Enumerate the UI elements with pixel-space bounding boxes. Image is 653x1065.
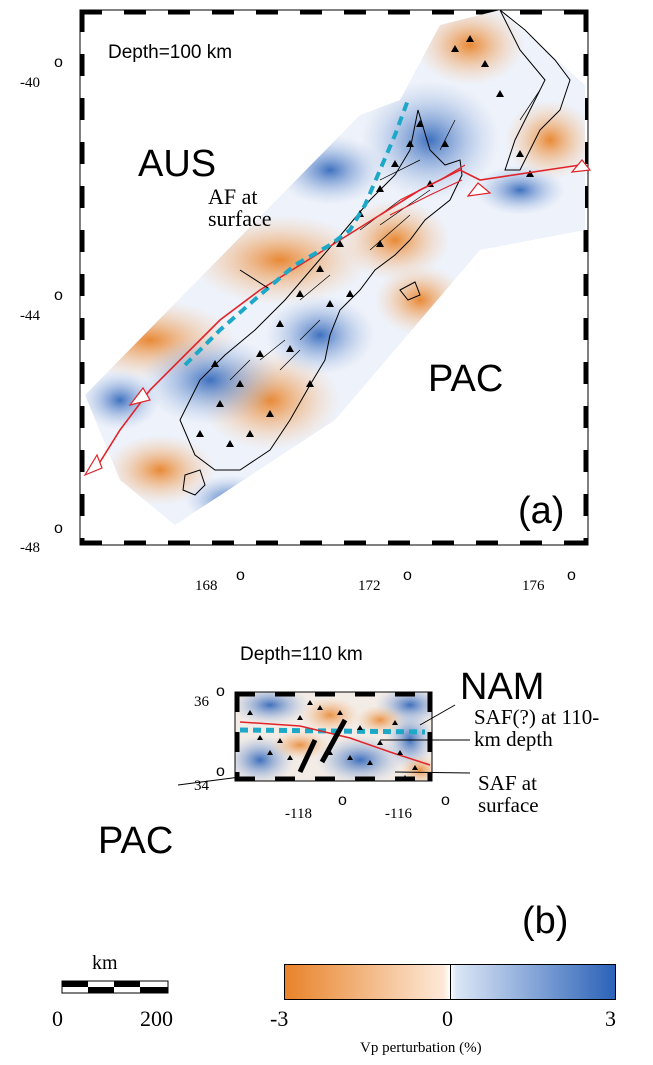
slab-depth-contour — [183, 99, 410, 367]
south-island-coast — [179, 109, 463, 471]
colorbar-title: Vp perturbation (%) — [360, 1040, 482, 1056]
svg-text:o: o — [236, 567, 245, 584]
panel-a-depth-label: Depth=100 km — [108, 42, 233, 63]
panel-b-frame-ticks — [234, 691, 433, 782]
panel-a-plate-aus: AUS — [138, 143, 217, 185]
svg-text:o: o — [54, 54, 63, 71]
svg-text:o: o — [54, 520, 63, 537]
svg-text:o: o — [216, 683, 225, 700]
panel-a-af-label: AF at surface — [208, 186, 272, 230]
scale-bar-min: 0 — [52, 1006, 63, 1031]
panel-b-velocity-field — [235, 692, 432, 781]
saf-surface-pointer — [394, 771, 471, 774]
lat-tick-44: -44 — [20, 308, 40, 324]
panel-a-stations — [196, 35, 534, 447]
af-label-line1: AF at — [208, 184, 258, 209]
lat-tick-48: -48 — [20, 540, 40, 556]
scale-bar-max: 200 — [140, 1006, 173, 1031]
lon-deg-118: o — [338, 792, 347, 809]
banks-peninsula-coast — [399, 281, 421, 301]
saf-surface-line1: SAF at — [478, 771, 537, 795]
panel-a-letter: (a) — [518, 490, 565, 532]
svg-text:o: o — [216, 763, 225, 780]
svg-text:o: o — [403, 567, 412, 584]
panel-b-saf-surface — [239, 721, 431, 766]
af-label-line2: surface — [208, 206, 272, 231]
panel-a-frame-ticks — [79, 9, 589, 546]
lat-tick-40: -40 — [20, 75, 40, 91]
north-island-coast — [499, 9, 571, 171]
af-pointer-line — [239, 269, 269, 289]
subduction-triangle — [83, 453, 103, 477]
lon-tick-168: 168 — [195, 578, 218, 594]
lon-tick-172: 172 — [358, 578, 381, 594]
lon-tick-118: -118 — [285, 806, 312, 822]
colorbar-min-label: -3 — [270, 1006, 289, 1031]
panel-b-saf-depth-label: SAF(?) at 110- km depth — [474, 706, 599, 750]
saf-surface-line2: surface — [478, 793, 539, 817]
saf-depth-line1: SAF(?) at 110- — [474, 705, 600, 729]
colorbar — [284, 964, 616, 1000]
lat-tick-36: 36 — [194, 694, 209, 710]
colorbar-max-label: 3 — [605, 1006, 616, 1031]
panel-b-map: o o — [177, 683, 471, 786]
panel-b-saf-surface-label: SAF at surface — [478, 772, 539, 816]
lon-deg-116: o — [441, 792, 450, 809]
lat-tick-34: 34 — [194, 778, 209, 794]
lon-tick-116: -116 — [385, 806, 412, 822]
nam-pointer — [419, 704, 456, 726]
panel-b-plate-nam: NAM — [460, 666, 545, 708]
alpine-fault-line — [94, 164, 581, 471]
saf-depth-line2: km depth — [474, 727, 553, 751]
svg-text:o: o — [567, 567, 576, 584]
lon-tick-176: 176 — [522, 578, 545, 594]
scale-bar-unit: km — [92, 952, 118, 974]
panel-b-plate-pac: PAC — [98, 820, 174, 862]
colorbar-zero-line — [450, 965, 451, 999]
pac-pointer — [177, 776, 241, 786]
scale-bar — [61, 980, 169, 994]
panel-b-depth-label: Depth=110 km — [240, 644, 363, 665]
panel-a-map: o o o o o o — [54, 9, 592, 584]
svg-text:o: o — [54, 287, 63, 304]
colorbar-mid-label: 0 — [442, 1006, 453, 1031]
stewart-island-coast — [182, 469, 206, 496]
panel-b-letter: (b) — [522, 900, 569, 942]
panel-b-saf-depth — [239, 727, 426, 735]
panel-a-plate-pac: PAC — [428, 358, 504, 400]
